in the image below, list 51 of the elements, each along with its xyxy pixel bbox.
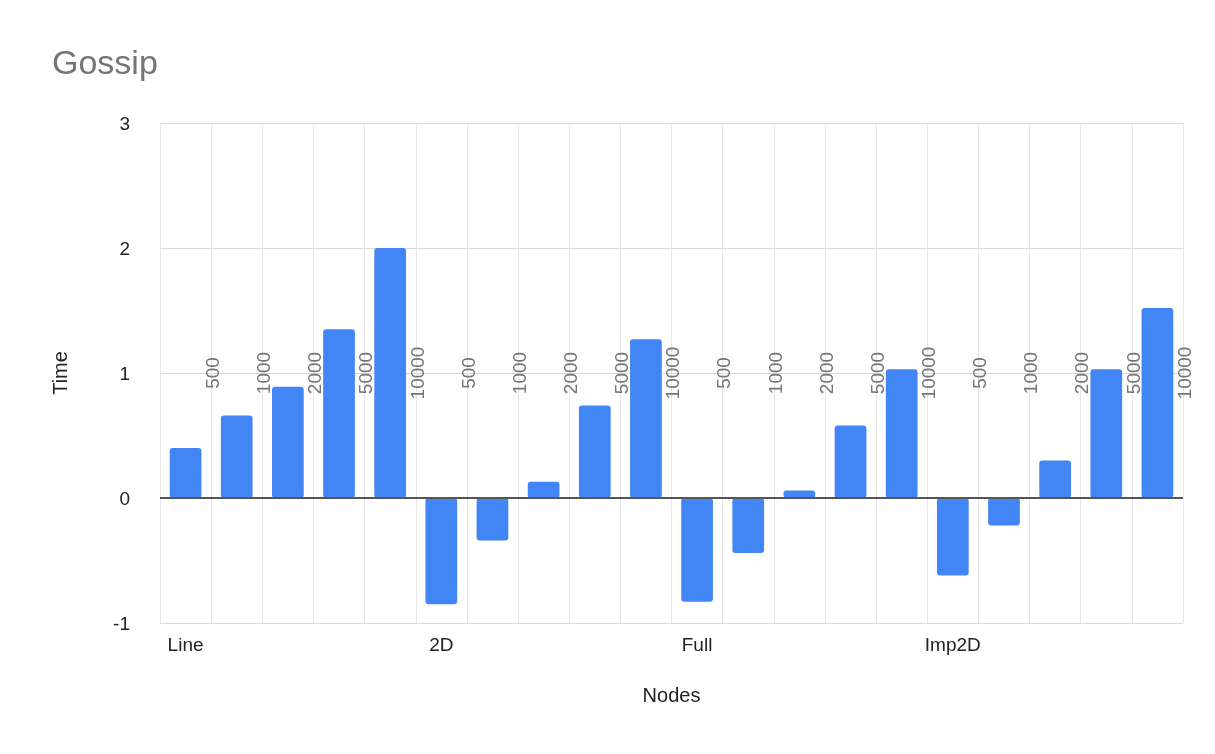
bar bbox=[732, 498, 765, 553]
annotation: 5000 bbox=[611, 351, 633, 395]
bar bbox=[272, 386, 304, 498]
annotation: 10000 bbox=[406, 346, 428, 400]
y-tick-label: -1 bbox=[113, 612, 130, 634]
bar bbox=[527, 481, 560, 498]
bar bbox=[834, 425, 867, 498]
y-tick-label: 2 bbox=[119, 237, 130, 259]
bar bbox=[1039, 460, 1071, 498]
bar bbox=[220, 415, 253, 498]
x-tick-label: Line bbox=[167, 634, 204, 655]
annotation: 1000 bbox=[508, 351, 530, 395]
annotation: 10000 bbox=[662, 346, 684, 400]
bar bbox=[1141, 308, 1174, 498]
annotation: 500 bbox=[969, 357, 991, 389]
chart-title: Gossip bbox=[52, 43, 158, 81]
x-axis-title: Nodes bbox=[642, 684, 701, 706]
annotation: 2000 bbox=[1071, 351, 1093, 395]
annotation: 5000 bbox=[1122, 351, 1144, 395]
bar bbox=[885, 369, 918, 498]
annotation: 10000 bbox=[918, 346, 940, 400]
x-tick-label: 2D bbox=[429, 634, 454, 655]
bar bbox=[578, 405, 611, 498]
bar bbox=[936, 498, 969, 576]
annotation: 500 bbox=[457, 357, 479, 389]
y-axis-title: Time bbox=[49, 351, 71, 395]
annotation: 5000 bbox=[355, 351, 377, 395]
bar bbox=[476, 498, 509, 541]
bar bbox=[630, 339, 662, 498]
x-tick-label: Full bbox=[681, 634, 713, 655]
bar bbox=[425, 498, 458, 605]
annotation: 2000 bbox=[304, 351, 326, 395]
y-tick-label: 3 bbox=[119, 112, 130, 134]
annotation: 5000 bbox=[866, 351, 888, 395]
bar bbox=[1090, 369, 1123, 498]
annotation: 1000 bbox=[764, 351, 786, 395]
annotation: 500 bbox=[713, 357, 735, 389]
annotation: 1000 bbox=[253, 351, 275, 395]
annotation: 2000 bbox=[815, 351, 837, 395]
bar bbox=[681, 498, 713, 602]
annotation: 10000 bbox=[1173, 346, 1195, 400]
bar bbox=[374, 248, 407, 498]
annotation: 1000 bbox=[1020, 351, 1042, 395]
bar bbox=[169, 448, 202, 498]
y-tick-label: 0 bbox=[119, 487, 130, 509]
x-tick-label: Imp2D bbox=[924, 634, 981, 655]
y-tick-label: 1 bbox=[119, 362, 130, 384]
bar bbox=[323, 329, 355, 498]
bar bbox=[988, 498, 1020, 526]
annotation: 500 bbox=[201, 357, 223, 389]
annotation: 2000 bbox=[559, 351, 581, 395]
